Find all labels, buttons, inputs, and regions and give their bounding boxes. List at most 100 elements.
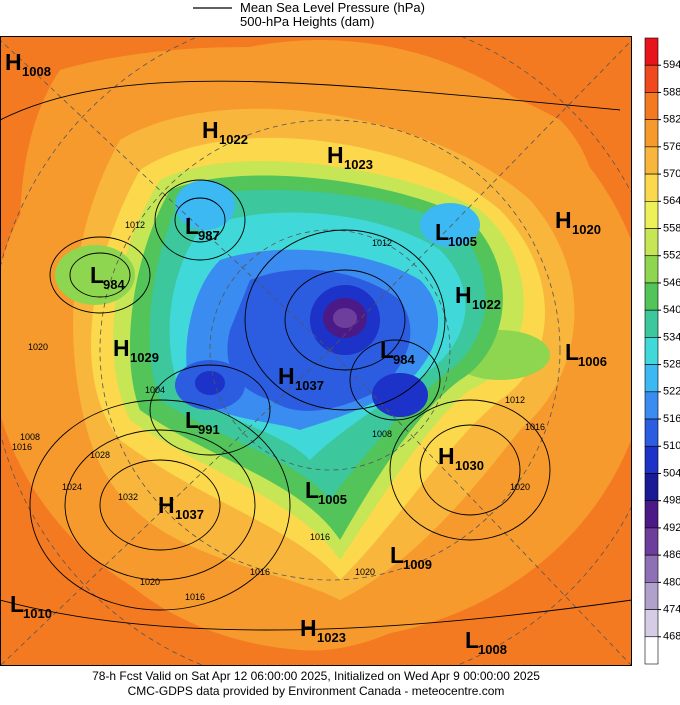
pressure-center-value: 1030 [455,458,484,473]
colorbar-swatch [644,255,659,284]
isobar-label: 1008 [20,432,40,442]
isobar-label: 1012 [505,395,525,405]
colorbar-swatch [644,364,659,393]
colorbar-tick-label: 582 [663,114,680,126]
pressure-center-value: 984 [393,352,415,367]
legend-item: Mean Sea Level Pressure (hPa) [240,0,425,15]
colorbar-swatch [644,418,659,447]
colorbar-swatch [644,119,659,148]
isobar-label: 1028 [90,450,110,460]
colorbar-swatch [644,636,659,665]
pressure-center-value: 1006 [578,354,607,369]
isobar-label: 1004 [145,385,165,395]
pressure-center-type: H [455,282,472,308]
pressure-center-type: L [185,213,199,239]
colorbar-swatch [644,37,659,66]
pressure-center-type: H [278,363,295,389]
pressure-center-value: 991 [198,422,220,437]
isobar-label: 1020 [140,577,160,587]
colorbar-tick-label: 576 [663,141,680,153]
pressure-center-value: 1037 [175,507,204,522]
isobar-label: 1024 [62,482,82,492]
isobar-label: 1020 [28,342,48,352]
colorbar-tick-label: 558 [663,222,680,234]
pressure-center-type: L [565,339,579,365]
pressure-center-value: 1037 [295,378,324,393]
pressure-center-type: L [90,262,104,288]
pressure-center-value: 1005 [448,234,477,249]
pressure-center-value: 1023 [344,157,373,172]
colorbar-swatch [644,173,659,202]
colorbar-swatch [644,500,659,529]
isobar-label: 1016 [185,592,205,602]
pressure-center-type: H [5,49,22,75]
isobar-label: 1016 [310,532,330,542]
colorbar-tick-label: 588 [663,86,680,98]
colorbar-tick-label: 504 [663,467,680,479]
footer-line: 78-h Fcst Valid on Sat Apr 12 06:00:00 2… [92,669,540,683]
pressure-center-value: 984 [103,277,125,292]
colorbar-tick-label: 534 [663,331,680,343]
pressure-center-value: 1010 [23,606,52,621]
colorbar-swatch [644,282,659,311]
pressure-center-type: L [305,477,319,503]
colorbar-swatch [644,64,659,93]
pressure-center-value: 987 [198,228,220,243]
colorbar-swatch [644,445,659,474]
colorbar-swatch [644,554,659,583]
isobar-label: 1020 [510,482,530,492]
isobar-label: 1012 [372,238,392,248]
colorbar-tick-label: 516 [663,413,680,425]
pressure-center-type: H [555,207,572,233]
colorbar-swatch [644,473,659,501]
pressure-center-type: L [465,627,479,653]
pressure-center-value: 1022 [472,297,501,312]
colorbar-swatch [644,609,659,638]
colorbar-tick-label: 564 [663,195,680,207]
pressure-center-value: 1008 [478,642,507,657]
pressure-center-type: H [300,615,317,641]
colorbar-tick-label: 474 [663,603,680,615]
pressure-center-value: 1005 [318,492,347,507]
pressure-center-value: 1022 [219,132,248,147]
pressure-center-type: L [10,591,24,617]
colorbar-swatch [644,201,659,229]
isobar-label: 1012 [125,220,145,230]
isobar-label: 1016 [12,442,32,452]
pressure-center-type: L [380,337,394,363]
footer-line: CMC-GDPS data provided by Environment Ca… [128,684,505,698]
colorbar-swatch [644,92,659,120]
colorbar-tick-label: 510 [663,440,680,452]
colorbar-tick-label: 492 [663,522,680,534]
isobar-label: 1008 [372,429,392,439]
isobar-label: 1016 [250,567,270,577]
colorbar-swatch [644,391,659,420]
pressure-center-value: 1020 [572,222,601,237]
pressure-center-type: H [327,142,344,168]
pressure-center-type: H [438,443,455,469]
colorbar-tick-label: 594 [663,59,680,71]
pressure-center-type: H [113,335,130,361]
colorbar-tick-label: 570 [663,168,680,180]
pressure-center-type: H [158,492,175,518]
map-frame [0,36,632,666]
legend-item: 500-hPa Heights (dam) [240,14,374,29]
pressure-center-type: L [435,219,449,245]
isobar-label: 1016 [525,422,545,432]
pressure-center-type: L [185,407,199,433]
pressure-center-value: 1009 [403,557,432,572]
colorbar-tick-label: 546 [663,277,680,289]
colorbar-swatch [644,582,659,610]
colorbar-tick-label: 468 [663,631,680,643]
pressure-center-value: 1023 [317,630,346,645]
colorbar-tick-label: 486 [663,549,680,561]
colorbar-tick-label: 528 [663,359,680,371]
colorbar-swatch [644,337,659,365]
colorbar-tick-label: 540 [663,304,680,316]
pressure-center-type: L [390,542,404,568]
colorbar-swatch [644,527,659,556]
colorbar-swatch [644,228,659,257]
colorbar-tick-label: 480 [663,576,680,588]
